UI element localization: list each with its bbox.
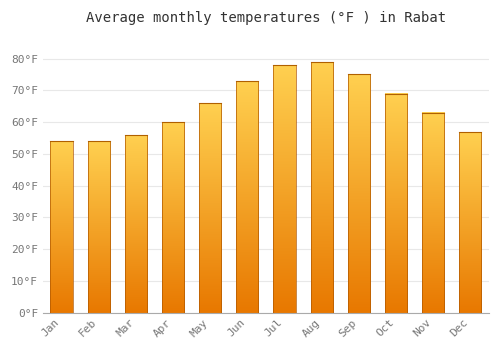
- Title: Average monthly temperatures (°F ) in Rabat: Average monthly temperatures (°F ) in Ra…: [86, 11, 446, 25]
